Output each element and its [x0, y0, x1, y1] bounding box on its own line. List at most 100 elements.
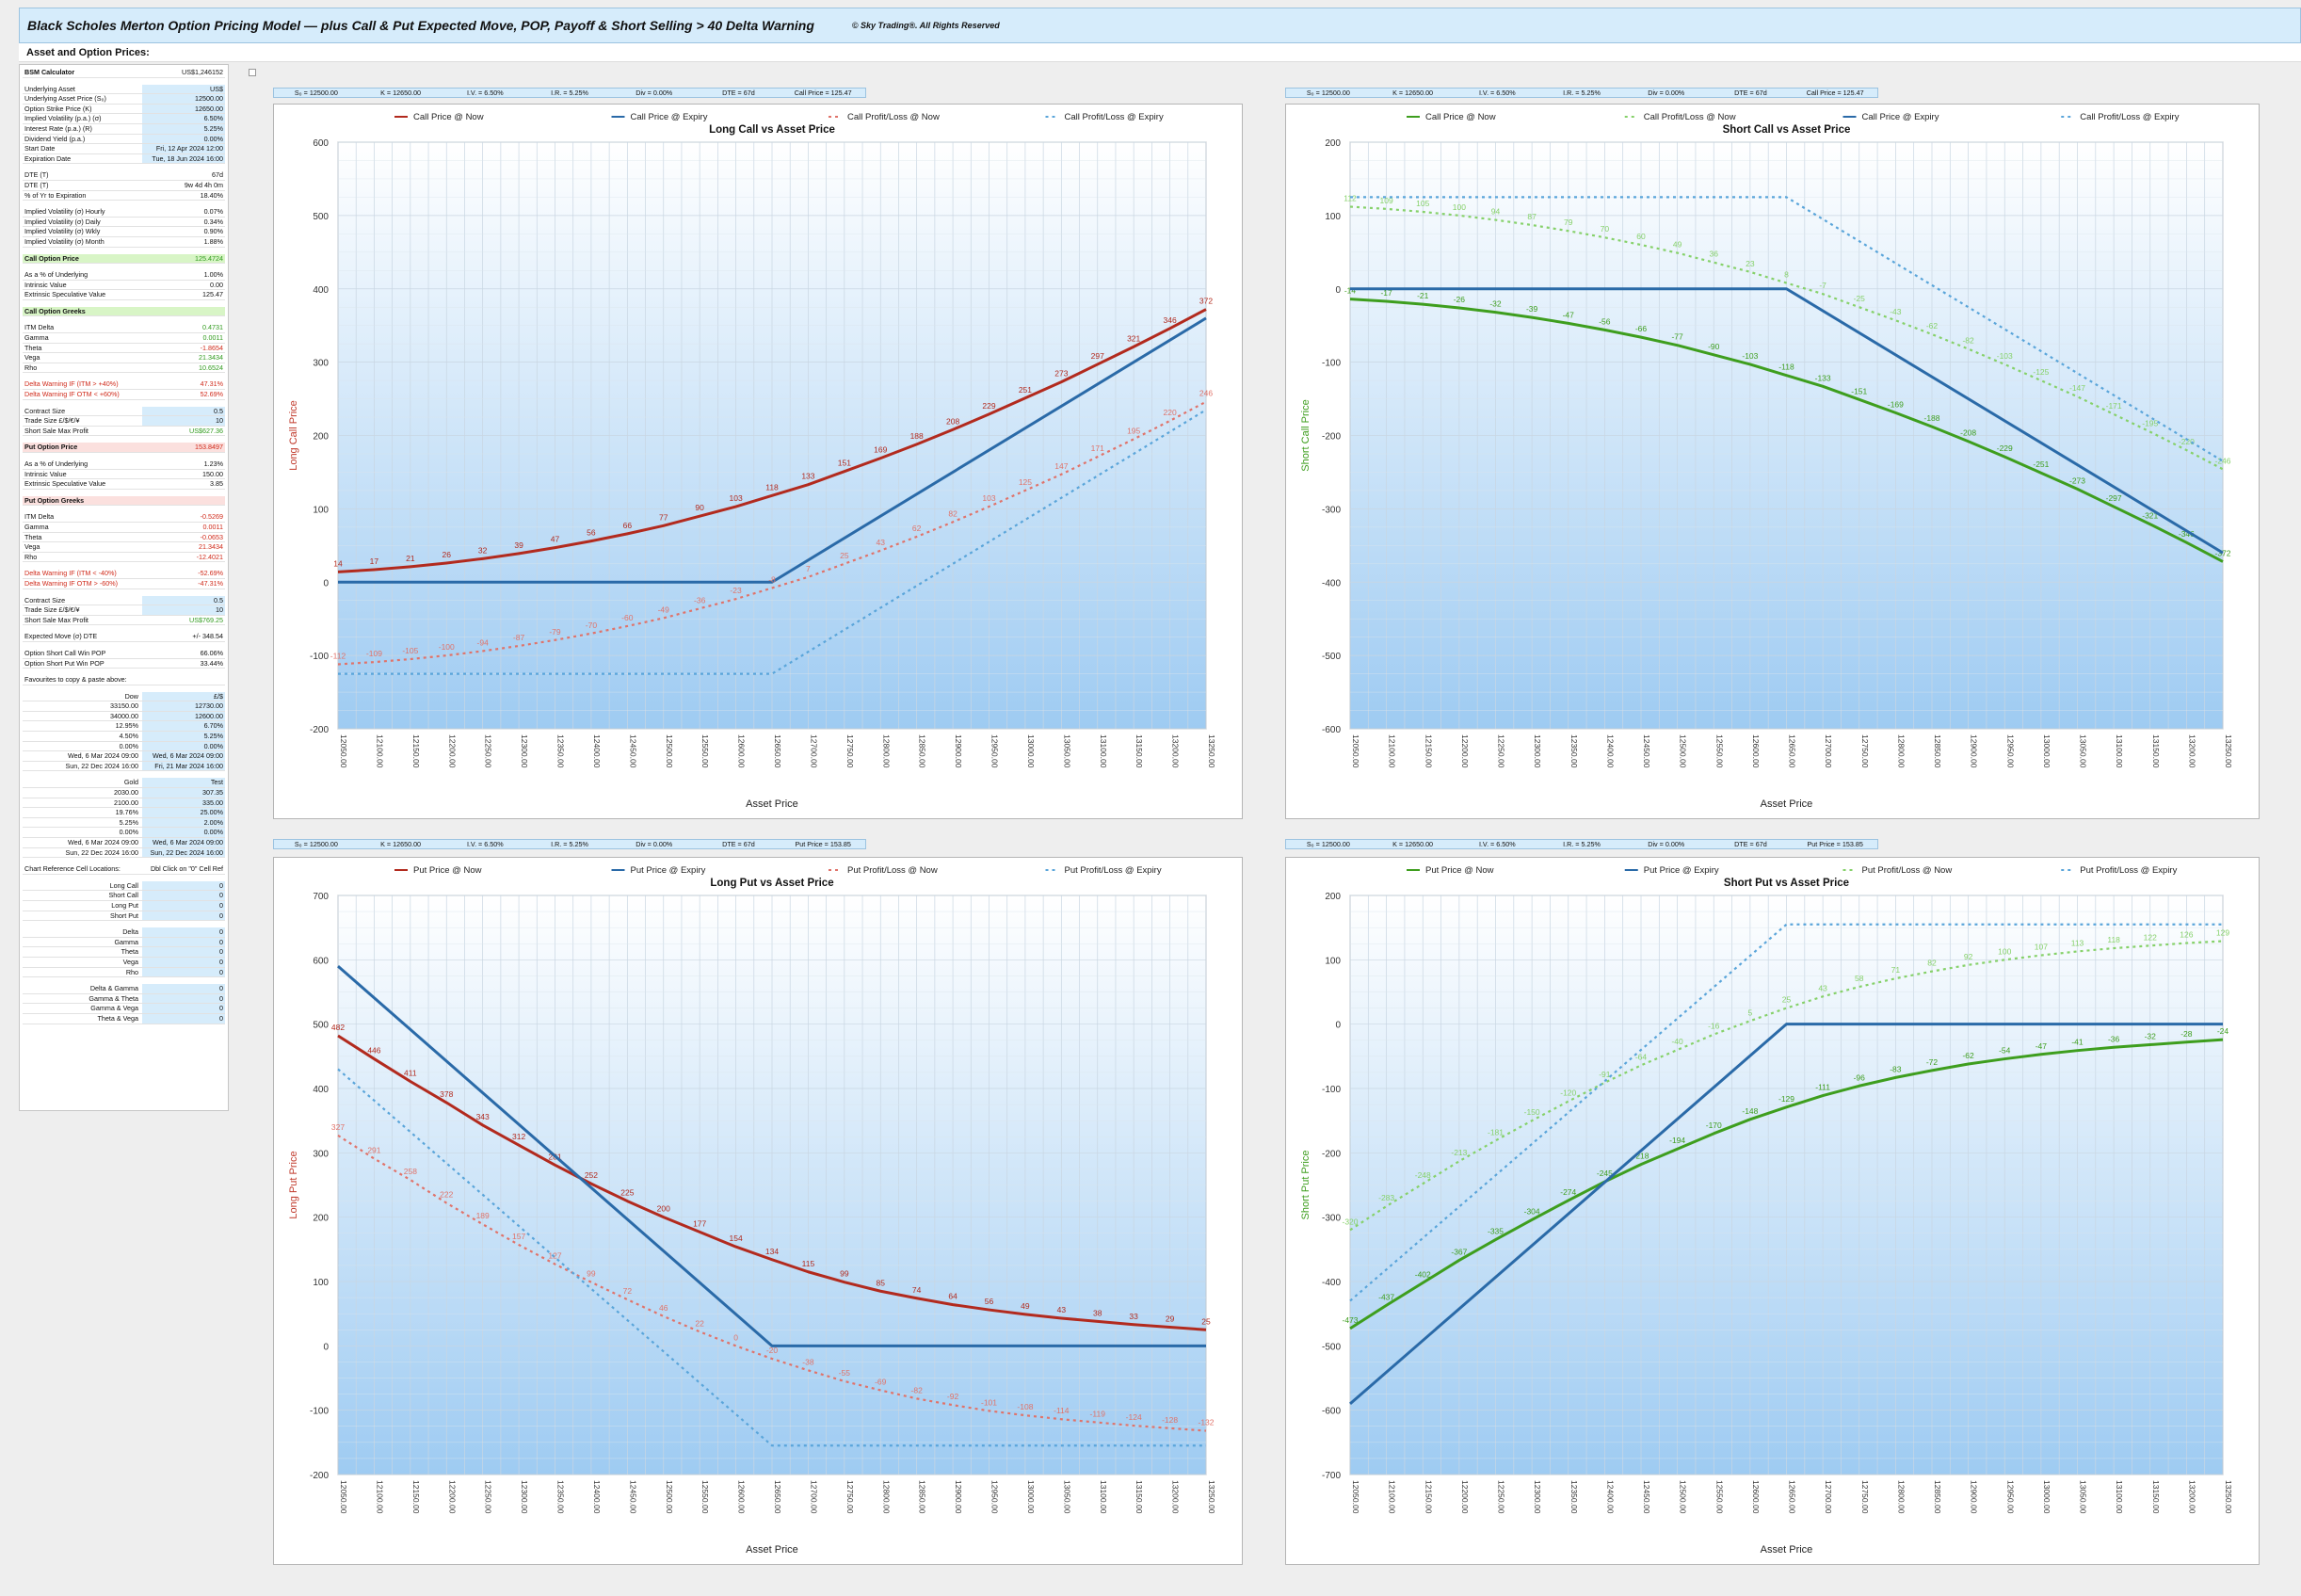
chart-ref-row[interactable]: Theta & Vega 0: [23, 1013, 225, 1024]
favourite-row[interactable]: Dow £/$: [23, 691, 225, 702]
put-info-row[interactable]: Intrinsic Value 150.00: [23, 470, 225, 480]
favourite-row[interactable]: Sun, 22 Dec 2024 16:00 Fri, 21 Mar 2024 1…: [23, 761, 225, 772]
input-row-value[interactable]: US$: [142, 84, 225, 94]
chart-long-put[interactable]: -200 -100 0 100 200 300 400 500 600 700 12050.00 12…: [273, 857, 1243, 1565]
put-info-row[interactable]: Extrinsic Speculative Value 3.85: [23, 479, 225, 490]
favourite-row[interactable]: Sun, 22 Dec 2024 16:00 Sun, 22 Dec 2024 1…: [23, 847, 225, 859]
put-contract-row[interactable]: Short Sale Max Profit US$769.25: [23, 616, 225, 626]
favourite-row[interactable]: 19.76% 25.00%: [23, 808, 225, 818]
favourite-row[interactable]: 12.95% 6.70%: [23, 721, 225, 733]
chart-ref-row[interactable]: Rho 0: [23, 967, 225, 978]
put-greek-row[interactable]: Gamma 0.0011: [23, 523, 225, 533]
put-greek-row[interactable]: Rho -12.4021: [23, 553, 225, 563]
favourites-title[interactable]: Favourites to copy & paste above:: [23, 675, 225, 685]
favourite-row-value[interactable]: 25.00%: [142, 808, 225, 817]
put-greek-row[interactable]: Vega 21.3434: [23, 542, 225, 553]
put-warning-row[interactable]: Delta Warning IF OTM > -60%) -47.31%: [23, 579, 225, 589]
put-greeks-title[interactable]: Put Option Greeks: [23, 495, 225, 507]
chart-ref-row[interactable]: Short Call 0: [23, 891, 225, 901]
favourite-row-value[interactable]: Wed, 6 Mar 2024 09:00: [142, 751, 225, 761]
chart-ref-row-value[interactable]: 0: [142, 1004, 225, 1013]
chart-ref-row-value[interactable]: 0: [142, 937, 225, 947]
chart-ref-row[interactable]: Gamma 0: [23, 937, 225, 948]
favourite-row[interactable]: 33150.00 12730.00: [23, 701, 225, 712]
dte-row[interactable]: % of Yr to Expiration 18.40%: [23, 191, 225, 202]
favourite-row-value[interactable]: Wed, 6 Mar 2024 09:00: [142, 838, 225, 847]
favourite-row[interactable]: Gold Test: [23, 778, 225, 789]
favourite-row-value[interactable]: £/$: [142, 691, 225, 701]
favourite-row-value[interactable]: 0.00%: [142, 741, 225, 751]
chart-ref-row[interactable]: Delta 0: [23, 927, 225, 938]
chart-ref-row-value[interactable]: 0: [142, 984, 225, 993]
put-contract-row-value[interactable]: 0.5: [142, 595, 225, 605]
chart-ref-row-value[interactable]: 0: [142, 993, 225, 1004]
input-row[interactable]: Dividend Yield (p.a.) 0.00%: [23, 134, 225, 145]
chart-short-call[interactable]: -600 -500 -400 -300 -200 -100 0 100 200 12050.00 1…: [1285, 104, 2260, 819]
call-info-row[interactable]: Intrinsic Value 0.00: [23, 281, 225, 291]
call-greek-row[interactable]: Vega 21.3434: [23, 353, 225, 363]
input-row[interactable]: Underlying Asset US$: [23, 84, 225, 95]
chart-ref-row-value[interactable]: 0: [142, 957, 225, 967]
favourite-row-value[interactable]: 335.00: [142, 798, 225, 808]
input-row[interactable]: Start Date Fri, 12 Apr 2024 12:00: [23, 144, 225, 154]
chart-ref-row-value[interactable]: 0: [142, 880, 225, 891]
favourite-row[interactable]: 4.50% 5.25%: [23, 732, 225, 742]
calc-title-row[interactable]: BSM Calculator US$1,246152: [23, 68, 225, 78]
favourite-row-value[interactable]: Fri, 21 Mar 2024 16:00: [142, 761, 225, 771]
call-greek-row[interactable]: ITM Delta 0.4731: [23, 323, 225, 334]
put-greek-row[interactable]: ITM Delta -0.5269: [23, 512, 225, 523]
input-row-value[interactable]: 12500.00: [142, 94, 225, 104]
call-warning-row[interactable]: Delta Warning IF (ITM > +40%) 47.31%: [23, 379, 225, 391]
chart-ref-row[interactable]: Long Call 0: [23, 880, 225, 892]
call-info-row[interactable]: Extrinsic Speculative Value 125.47: [23, 290, 225, 300]
chart-ref-row-value[interactable]: 0: [142, 1013, 225, 1024]
dte-row[interactable]: DTE (T) 67d: [23, 170, 225, 181]
call-warning-row[interactable]: Delta Warning IF OTM < +60%) 52.69%: [23, 390, 225, 400]
input-row-value[interactable]: Fri, 12 Apr 2024 12:00: [142, 144, 225, 153]
input-row[interactable]: Interest Rate (p.a.) (R) 5.25%: [23, 123, 225, 135]
iv-row[interactable]: Implied Volatility (σ) Daily 0.34%: [23, 218, 225, 228]
input-row-value[interactable]: 12650.00: [142, 104, 225, 114]
put-contract-row-value[interactable]: 10: [142, 605, 225, 615]
put-price-row[interactable]: Put Option Price 153.8497: [23, 443, 225, 453]
input-row[interactable]: Expiration Date Tue, 18 Jun 2024 16:00: [23, 153, 225, 165]
favourite-row-value[interactable]: 5.25%: [142, 732, 225, 741]
put-info-row[interactable]: As a % of Underlying 1.23%: [23, 459, 225, 470]
chart-ref-row[interactable]: Gamma & Vega 0: [23, 1004, 225, 1014]
input-row[interactable]: Option Strike Price (K) 12650.00: [23, 104, 225, 115]
chart-ref-row[interactable]: Vega 0: [23, 957, 225, 968]
call-greek-row[interactable]: Gamma 0.0011: [23, 333, 225, 344]
iv-row[interactable]: Implied Volatility (σ) Month 1.88%: [23, 237, 225, 248]
call-contract-row[interactable]: Contract Size 0.5: [23, 406, 225, 417]
favourite-row[interactable]: 34000.00 12600.00: [23, 711, 225, 722]
chart-long-call[interactable]: -200 -100 0 100 200 300 400 500 600 12050.00 12100…: [273, 104, 1243, 819]
favourite-row[interactable]: 2030.00 307.35: [23, 788, 225, 798]
put-warning-row[interactable]: Delta Warning IF (ITM < -40%) -52.69%: [23, 569, 225, 579]
favourite-row[interactable]: 0.00% 0.00%: [23, 741, 225, 752]
call-contract-row[interactable]: Short Sale Max Profit US$627.36: [23, 427, 225, 437]
favourite-row[interactable]: 0.00% 0.00%: [23, 828, 225, 838]
favourite-row-value[interactable]: 307.35: [142, 788, 225, 798]
input-row-value[interactable]: Tue, 18 Jun 2024 16:00: [142, 153, 225, 164]
favourite-row[interactable]: Wed, 6 Mar 2024 09:00 Wed, 6 Mar 2024 09:…: [23, 838, 225, 848]
chart-ref-row-value[interactable]: 0: [142, 927, 225, 937]
favourite-row[interactable]: Wed, 6 Mar 2024 09:00 Wed, 6 Mar 2024 09:…: [23, 751, 225, 762]
chart-ref-row[interactable]: Delta & Gamma 0: [23, 984, 225, 994]
checkbox[interactable]: [249, 69, 256, 76]
favourite-row-value[interactable]: 12600.00: [142, 711, 225, 721]
favourite-row-value[interactable]: Sun, 22 Dec 2024 16:00: [142, 847, 225, 858]
favourite-row-value[interactable]: 0.00%: [142, 828, 225, 837]
chart-ref-row-value[interactable]: 0: [142, 967, 225, 977]
pop-row[interactable]: Option Short Put Win POP 33.44%: [23, 659, 225, 669]
input-row-value[interactable]: 6.50%: [142, 114, 225, 123]
chart-ref-row[interactable]: Long Put 0: [23, 900, 225, 911]
iv-row[interactable]: Implied Volatility (σ) Wkly 0.90%: [23, 227, 225, 237]
chart-ref-row-value[interactable]: 0: [142, 947, 225, 957]
put-greek-row[interactable]: Theta -0.0653: [23, 533, 225, 543]
input-row[interactable]: Underlying Asset Price (S₀) 12500.00: [23, 94, 225, 105]
chart-ref-row-value[interactable]: 0: [142, 891, 225, 900]
call-info-row[interactable]: As a % of Underlying 1.00%: [23, 270, 225, 281]
pop-row[interactable]: Option Short Call Win POP 66.06%: [23, 649, 225, 659]
call-price-row[interactable]: Call Option Price 125.4724: [23, 253, 225, 265]
favourite-row-value[interactable]: 6.70%: [142, 721, 225, 732]
